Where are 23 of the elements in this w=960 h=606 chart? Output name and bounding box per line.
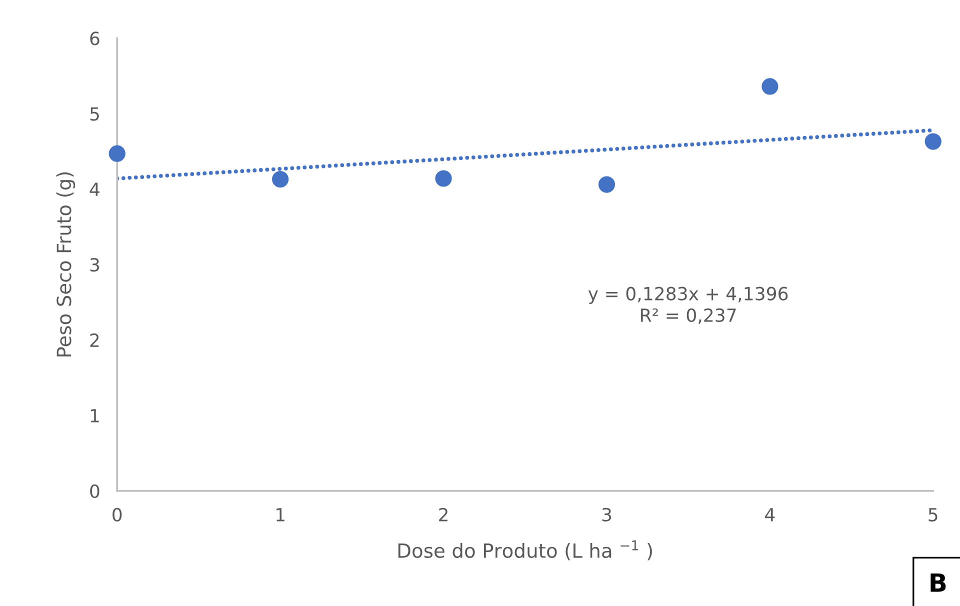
y-tick-label: 0 (90, 484, 100, 498)
text: B (930, 573, 946, 592)
point (108, 145, 126, 162)
point (598, 176, 616, 193)
annotation: y = 0,1283x + 4,1396 R² = 0,237 (588, 286, 788, 324)
y-tick-label: 2 (90, 333, 99, 347)
x-axis-title: Dose do Produto (L ha $^{−1}$ ) (398, 540, 652, 560)
y-tick-label: 3 (90, 258, 100, 272)
x-tick-label: 1 (276, 508, 284, 522)
y-tick-label: 4 (90, 182, 100, 196)
y-tick-label: 1 (90, 409, 99, 422)
x-tick-label: 2 (439, 508, 448, 522)
y-axis-title: Peso Seco Fruto (g) (56, 172, 76, 356)
x-tick-label: 0 (112, 508, 122, 522)
x-tick-label: 4 (765, 508, 775, 522)
x-tick-label: 5 (928, 508, 938, 522)
y-tick-label: 6 (90, 32, 100, 46)
point (435, 170, 452, 187)
point (762, 78, 778, 95)
point (272, 170, 289, 188)
point (924, 133, 942, 150)
y-tick-label: 5 (90, 107, 99, 121)
x-tick-label: 3 (602, 508, 612, 522)
